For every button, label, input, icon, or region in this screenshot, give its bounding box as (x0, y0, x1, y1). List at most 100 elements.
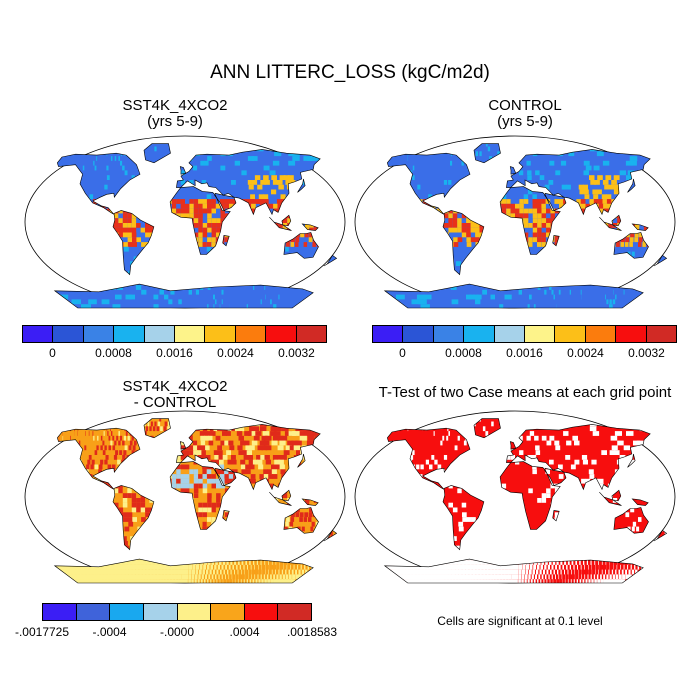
coastline-madagascar (552, 510, 560, 522)
colorbar-abs-right-swatch (525, 326, 556, 342)
map-ttest (354, 410, 676, 584)
colorbar-diff-swatch (177, 604, 212, 620)
coastline-uk (179, 166, 187, 175)
panel-title-diff-line2: - CONTROL (133, 394, 217, 411)
coastline-ng (631, 498, 649, 506)
colorbar-abs-left-swatch (53, 326, 84, 342)
colorbar-abs-left-labels: 0 0.0008 0.0016 0.0024 0.0032 (22, 346, 327, 362)
coastline-namerica (56, 152, 141, 215)
colorbar-abs-left-swatch (296, 326, 327, 342)
coastline-uk (179, 441, 187, 450)
coastline-ng (301, 223, 319, 231)
colorbar-diff-swatch (110, 604, 144, 620)
colorbar-diff-tick-label: -.0000 (159, 625, 195, 639)
panel-title-control-line2: (yrs 5-9) (497, 113, 553, 130)
coastline-antarctica (53, 283, 314, 309)
colorbar-diff-swatch (76, 604, 111, 620)
colorbar-abs-right-swatch (373, 326, 404, 342)
coastline-namerica (56, 427, 141, 490)
coastline-africa (499, 461, 561, 530)
coastline-madagascar (222, 235, 230, 247)
coastline-greenland (473, 143, 501, 164)
coastline-borneo (611, 489, 622, 502)
coastline-greenland (143, 143, 171, 164)
colorbar-abs-left-tick-label: 0.0008 (95, 346, 132, 360)
coastline-australia (283, 232, 319, 259)
coastline-nz (653, 254, 668, 267)
panel-title-sst4k: SST4K_4XCO2 (yrs 5-9) (65, 98, 285, 130)
coastline-samerica (442, 210, 485, 276)
map-sst4k (24, 135, 346, 309)
coastline-africa (169, 186, 231, 255)
coastline-greenland (473, 418, 501, 439)
colorbar-diff-swatch (211, 604, 245, 620)
colorbar-abs-left-swatch (114, 326, 145, 342)
panel-title-sst4k-line2: (yrs 5-9) (147, 113, 203, 130)
colorbar-abs-left-tick-label: 0 (49, 346, 56, 360)
colorbar-abs-left-swatch (235, 326, 267, 342)
coastline-namerica (386, 427, 471, 490)
coastline-nz (653, 529, 668, 542)
colorbar-abs-left (22, 325, 327, 343)
coastline-eurasia (176, 424, 321, 491)
colorbar-abs-right-labels: 0 0.0008 0.0016 0.0024 0.0032 (372, 346, 677, 362)
colorbar-diff-swatch (278, 604, 311, 620)
colorbar-abs-right-swatch (646, 326, 677, 342)
coastline-indonesia (599, 216, 622, 231)
coastline-borneo (281, 489, 292, 502)
coastline-ng (631, 223, 649, 231)
colorbar-abs-left-tick-label: 0.0016 (156, 346, 193, 360)
significance-note: Cells are significant at 0.1 level (437, 614, 603, 628)
colorbar-abs-right-tick-label: 0.0024 (567, 346, 604, 360)
colorbar-diff-tick-label: -.0017725 (14, 625, 70, 639)
colorbar-abs-left-swatch (144, 326, 176, 342)
coastline-africa (169, 461, 231, 530)
coastline-nz (323, 529, 338, 542)
coastline-samerica (442, 485, 485, 551)
colorbar-abs-right-swatch (555, 326, 586, 342)
coastline-eurasia (176, 149, 321, 216)
colorbar-diff-swatch (244, 604, 279, 620)
coastline-borneo (281, 214, 292, 227)
coastline-borneo (611, 214, 622, 227)
colorbar-abs-right-tick-label: 0.0016 (506, 346, 543, 360)
colorbar-diff-tick-label: -.0004 (92, 625, 127, 639)
colorbar-abs-right (372, 325, 677, 343)
coastline-eurasia (506, 424, 651, 491)
colorbar-abs-left-swatch (266, 326, 297, 342)
colorbar-abs-left-swatch (23, 326, 54, 342)
coastline-madagascar (552, 235, 560, 247)
panel-title-control-line1: CONTROL (488, 97, 562, 114)
coastline-nz (323, 254, 338, 267)
coastline-indonesia (599, 491, 622, 506)
panel-title-control: CONTROL (yrs 5-9) (415, 98, 635, 130)
panel-title-ttest: T-Test of two Case means at each grid po… (378, 384, 672, 401)
coastline-australia (613, 507, 649, 534)
colorbar-abs-left-swatch (205, 326, 236, 342)
coastline-eurasia (506, 149, 651, 216)
coastline-antarctica (53, 558, 314, 584)
colorbar-abs-right-swatch (494, 326, 526, 342)
coastline-australia (283, 507, 319, 534)
colorbar-abs-right-swatch (464, 326, 495, 342)
coastline-namerica (386, 152, 471, 215)
colorbar-diff (42, 603, 312, 621)
coastline-ng (301, 498, 319, 506)
coastline-indonesia (269, 491, 292, 506)
colorbar-abs-right-tick-label: 0 (399, 346, 406, 360)
coastline-uk (509, 441, 517, 450)
coastline-japan (297, 178, 306, 193)
panel-title-diff-line1: SST4K_4XCO2 (122, 378, 228, 395)
colorbar-diff-swatch (143, 604, 178, 620)
colorbar-abs-left-swatch (175, 326, 206, 342)
coastline-uk (509, 166, 517, 175)
colorbar-diff-swatch (43, 604, 77, 620)
map-control (354, 135, 676, 309)
panel-title-diff: SST4K_4XCO2 - CONTROL (65, 379, 285, 411)
colorbar-abs-right-swatch (403, 326, 434, 342)
colorbar-abs-right-swatch (585, 326, 617, 342)
colorbar-abs-left-tick-label: 0.0032 (278, 346, 315, 360)
colorbar-abs-left-tick-label: 0.0024 (217, 346, 254, 360)
colorbar-diff-tick-label: .0004 (229, 625, 260, 639)
map-diff (24, 410, 346, 584)
